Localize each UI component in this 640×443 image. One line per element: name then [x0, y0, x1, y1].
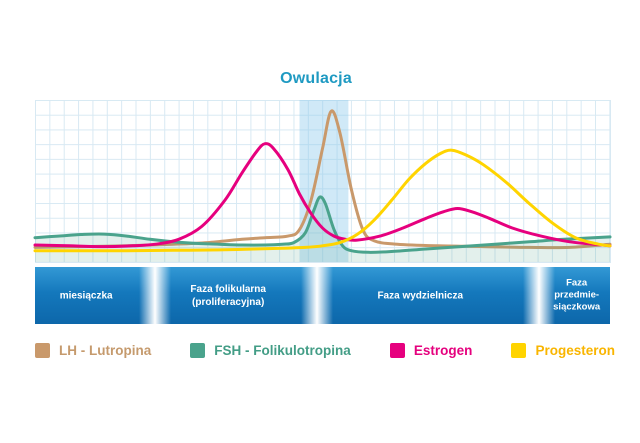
- legend-item: FSH - Folikulotropina: [190, 343, 351, 358]
- phase-banner: miesiączka Faza folikularna (proliferacy…: [35, 267, 610, 324]
- phase-label-secretory: Faza wydzielnicza: [377, 290, 464, 301]
- chart-area: [33, 100, 612, 263]
- legend-item: LH - Lutropina: [35, 343, 151, 358]
- legend-label: Estrogen: [413, 343, 473, 358]
- phase-separator: [300, 267, 333, 324]
- phase-separator: [138, 267, 171, 324]
- phase-separator: [522, 267, 555, 324]
- series-line-progesteron: [33, 148, 612, 253]
- legend-swatch: [389, 343, 405, 358]
- legend-swatch: [511, 343, 527, 358]
- legend-label: Progesteron: [535, 343, 615, 358]
- legend-item: Estrogen: [389, 343, 473, 358]
- legend-label: LH - Lutropina: [59, 343, 152, 358]
- page-title: Owulacja: [280, 70, 352, 87]
- series-line-fsh-folikulotropina: [33, 195, 612, 254]
- phase-label-premenstrual: Faza przedmie- siączkowa: [553, 276, 601, 313]
- legend: LH - Lutropina FSH - Folikulotropina Est…: [35, 343, 615, 358]
- legend-label: FSH - Folikulotropina: [214, 343, 351, 358]
- ovulation-band: [299, 100, 349, 262]
- curves-svg: [33, 100, 612, 262]
- phase-label-follicular: Faza folikularna (proliferacyjna): [190, 283, 266, 308]
- series-line-estrogen: [33, 142, 612, 249]
- legend-swatch: [35, 343, 50, 358]
- legend-item: Progesteron: [511, 343, 615, 358]
- phase-label-menstruation: miesiączka: [59, 290, 113, 301]
- legend-swatch: [190, 343, 206, 358]
